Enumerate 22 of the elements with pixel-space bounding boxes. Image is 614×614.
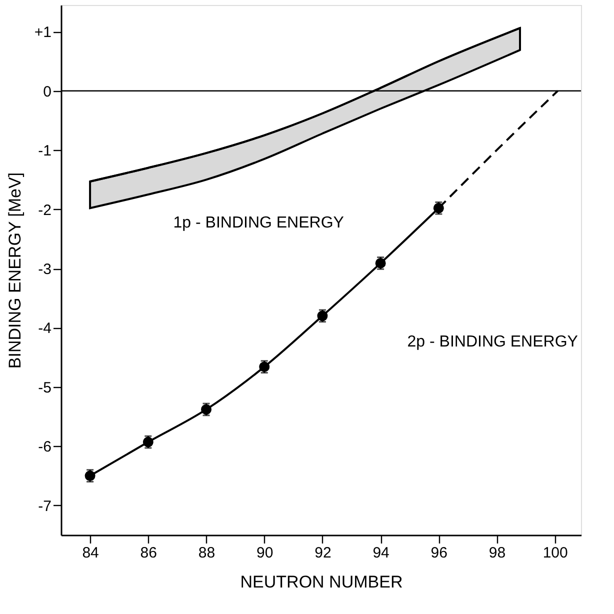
x-tick-label: 86	[140, 544, 157, 562]
y-tick-label: -2	[38, 202, 52, 219]
x-tick-label: 100	[542, 544, 568, 562]
y-tick-label: -6	[38, 438, 52, 456]
annotation: 2p - BINDING ENERGY	[407, 334, 578, 351]
y-tick-label: -7	[38, 498, 52, 515]
annotation: 1p - BINDING ENERGY	[173, 214, 344, 232]
x-tick-label: 92	[314, 544, 332, 562]
x-tick-label: 88	[198, 544, 216, 562]
y-tick-label: +1	[34, 24, 52, 42]
x-tick-label: 98	[488, 544, 506, 562]
x-tick-label: 90	[256, 544, 274, 562]
y-axis-title: BINDING ENERGY [MeV]	[5, 172, 24, 369]
x-tick-label: 96	[430, 544, 448, 562]
y-tick-label: -3	[38, 261, 52, 278]
y-tick-label: 0	[43, 83, 52, 100]
y-tick-label: -4	[38, 320, 52, 338]
x-tick-label: 94	[372, 544, 390, 562]
x-tick-label: 84	[82, 544, 99, 562]
y-tick-label: -5	[38, 379, 52, 396]
x-axis-title: NEUTRON NUMBER	[240, 572, 403, 592]
y-tick-label: -1	[38, 142, 52, 160]
